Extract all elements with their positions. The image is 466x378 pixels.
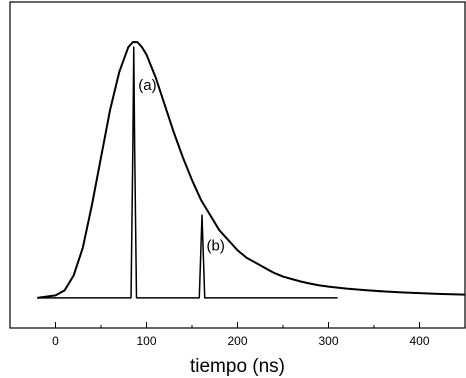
x-axis: 0 100 200 300 400 xyxy=(9,322,466,348)
x-axis-title: tiempo (ns) xyxy=(190,356,285,377)
series-layer xyxy=(37,41,466,299)
x-tick-label-1: 100 xyxy=(136,334,156,348)
x-tick-label-0: 0 xyxy=(52,334,59,348)
x-tick-label-4: 400 xyxy=(409,334,429,348)
x-tick-label-3: 300 xyxy=(318,334,338,348)
series-line-2 xyxy=(192,214,338,299)
x-tick-label-2: 200 xyxy=(227,334,247,348)
annotation-label-0: (a) xyxy=(138,77,156,94)
plot-frame xyxy=(9,1,466,329)
annotation-layer: (a) (b) xyxy=(138,77,225,254)
annotation-label-1: (b) xyxy=(207,237,225,254)
series-line-1 xyxy=(37,46,192,299)
series-line-0 xyxy=(37,41,466,299)
